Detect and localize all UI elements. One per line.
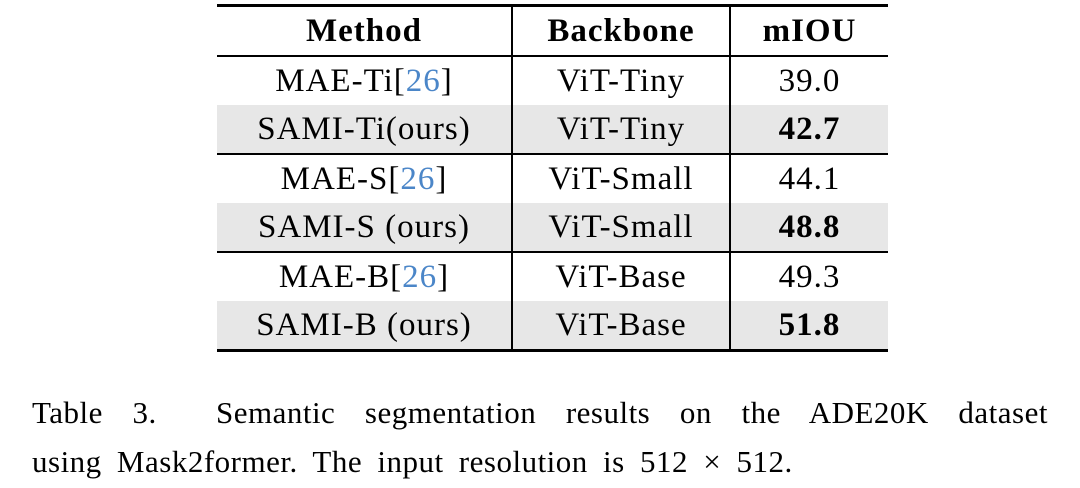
caption-line-2: using Mask2former. The input resolution … (32, 444, 793, 479)
results-table: Method Backbone mIOU MAE-Ti[26] ViT-Tiny… (217, 4, 888, 352)
col-header-method: Method (217, 5, 513, 57)
method-cell: SAMI-Ti(ours) (217, 105, 513, 154)
method-label-suffix: ] (440, 62, 453, 99)
backbone-cell: ViT-Base (512, 301, 731, 351)
method-cell: MAE-Ti[26] (217, 56, 513, 105)
table-row: SAMI-Ti(ours) ViT-Tiny 42.7 (217, 105, 888, 154)
miou-cell: 49.3 (730, 251, 888, 301)
miou-cell: 39.0 (778, 62, 841, 99)
citation-link[interactable]: 26 (405, 62, 441, 99)
backbone-cell: ViT-Tiny (512, 105, 731, 154)
miou-cell: 44.1 (730, 153, 888, 203)
method-cell: MAE-B[26] (217, 251, 513, 301)
method-label: MAE-B[ (278, 258, 403, 295)
table-row: MAE-Ti[26] ViT-Tiny 39.0 (217, 56, 888, 105)
table-row: SAMI-S (ours) ViT-Small 48.8 (217, 203, 888, 252)
method-label: MAE-S[ (280, 160, 401, 197)
backbone-cell: ViT-Small (512, 153, 731, 203)
backbone-cell: ViT-Tiny (512, 56, 731, 105)
method-label-suffix: ] (435, 160, 448, 197)
citation-link[interactable]: 26 (400, 160, 436, 197)
miou-cell: 48.8 (778, 208, 841, 245)
method-cell: MAE-S[26] (217, 153, 513, 203)
method-cell: SAMI-S (ours) (217, 203, 513, 252)
method-label-suffix: ] (437, 258, 450, 295)
col-header-backbone: Backbone (512, 5, 731, 57)
col-header-miou: mIOU (730, 5, 888, 57)
method-label: MAE-Ti[ (275, 62, 406, 99)
backbone-cell: ViT-Small (512, 203, 731, 252)
miou-cell: 42.7 (778, 110, 841, 147)
miou-cell: 51.8 (778, 306, 841, 343)
table-row: SAMI-B (ours) ViT-Base 51.8 (217, 301, 888, 351)
backbone-cell: ViT-Base (512, 251, 731, 301)
table-row: MAE-S[26] ViT-Small 44.1 (217, 153, 888, 203)
table-row: MAE-B[26] ViT-Base 49.3 (217, 251, 888, 301)
method-cell: SAMI-B (ours) (217, 301, 513, 351)
table-header-row: Method Backbone mIOU (217, 5, 888, 57)
caption-line-1: Table 3. Semantic segmentation results o… (32, 395, 1048, 430)
table-caption: Table 3. Semantic segmentation results o… (32, 388, 1048, 486)
citation-link[interactable]: 26 (402, 258, 438, 295)
